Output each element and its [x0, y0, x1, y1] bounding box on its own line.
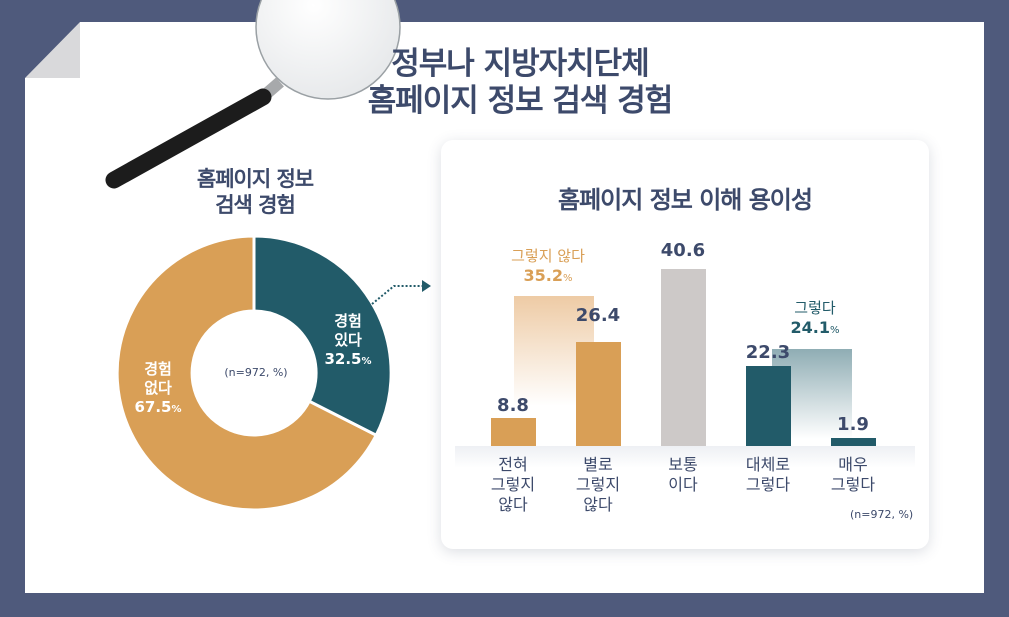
main-title: 정부나 지방자치단체 홈페이지 정보 검색 경험	[300, 46, 740, 120]
group-value: 24.1	[790, 318, 830, 337]
bar-sample-note: (n=972, %)	[850, 508, 914, 521]
bar-value-agree: 22.3	[745, 342, 791, 363]
label-line: 그렇다	[745, 475, 791, 494]
bar-agree	[746, 366, 791, 446]
bar-neutral	[661, 269, 706, 446]
group-unit: %	[562, 273, 573, 284]
category-label-neutral: 보통 이다	[643, 455, 723, 495]
donut-chart	[115, 236, 393, 512]
label-line: 그렇지	[575, 475, 621, 494]
group-unit: %	[829, 325, 840, 336]
main-title-line2: 홈페이지 정보 검색 경험	[367, 83, 674, 119]
group-label-disagree: 그렇지 않다 35.2%	[478, 246, 618, 289]
label-line: 않다	[498, 495, 528, 514]
percent-unit: %	[361, 356, 372, 367]
category-label-strongly-disagree: 전혀 그렇지 않다	[473, 455, 553, 515]
label-line: 보통	[668, 455, 698, 474]
label-line: 대체로	[745, 455, 791, 474]
label-line2: 없다	[144, 379, 172, 397]
main-title-line1: 정부나 지방자치단체	[391, 46, 649, 82]
group-name: 그렇다	[794, 299, 836, 317]
bar-value-strongly-disagree: 8.8	[497, 395, 529, 416]
magnifier-icon	[105, 0, 401, 189]
group-label-agree: 그렇다 24.1%	[745, 298, 885, 341]
percent-unit: %	[171, 404, 182, 415]
category-label-strongly-agree: 매우 그렇다	[813, 455, 893, 495]
group-value: 35.2	[523, 266, 563, 285]
label-line: 매우	[838, 455, 868, 474]
category-label-disagree: 별로 그렇지 않다	[558, 455, 638, 515]
label-line1: 경험	[144, 360, 172, 378]
label-line: 그렇다	[830, 475, 876, 494]
donut-title-line1: 홈페이지 정보	[196, 167, 314, 191]
percent-value: 32.5	[324, 350, 362, 368]
label-line1: 경험	[334, 312, 362, 330]
label-line: 이다	[668, 475, 698, 494]
label-line: 별로	[583, 455, 613, 474]
donut-segment-experience	[252, 236, 393, 438]
bar-value-neutral: 40.6	[660, 240, 706, 261]
label-line: 않다	[583, 495, 613, 514]
bar-strongly-disagree	[491, 418, 536, 446]
baseline-band	[455, 446, 915, 468]
bar-value-strongly-agree: 1.9	[837, 414, 869, 435]
donut-title: 홈페이지 정보 검색 경험	[150, 166, 360, 218]
donut-segment-no-experience	[115, 236, 379, 512]
bar-disagree	[576, 342, 621, 446]
arrow-connector-icon	[371, 280, 431, 305]
category-label-agree: 대체로 그렇다	[728, 455, 808, 495]
bar-value-disagree: 26.4	[575, 305, 621, 326]
folded-corner-cut	[25, 22, 80, 78]
donut-sample-note: (n=972, %)	[224, 366, 288, 379]
donut-label-experience: 경험 있다 32.5%	[318, 312, 378, 371]
bar-strongly-agree	[831, 438, 876, 446]
label-line: 그렇지	[490, 475, 536, 494]
percent-value: 67.5	[134, 398, 172, 416]
donut-title-line2: 검색 경험	[215, 193, 296, 217]
panel-title: 홈페이지 정보 이해 용이성	[558, 186, 813, 214]
group-name: 그렇지 않다	[511, 247, 585, 265]
label-line: 전혀	[498, 455, 528, 474]
label-line2: 있다	[334, 331, 362, 349]
donut-label-no-experience: 경험 없다 67.5%	[128, 360, 188, 419]
